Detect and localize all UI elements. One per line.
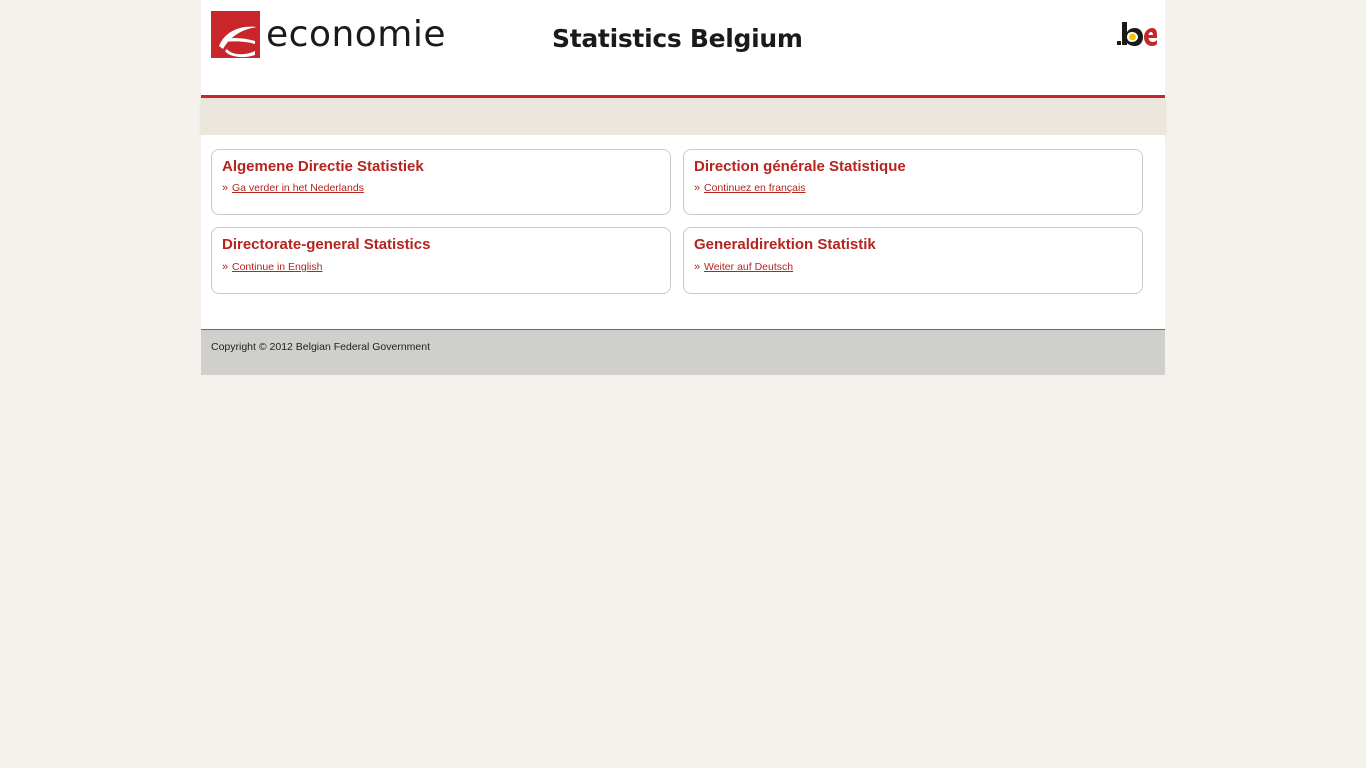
site-footer: Copyright © 2012 Belgian Federal Governm… <box>201 329 1165 375</box>
header-red-rule <box>201 95 1165 98</box>
card-title-english: Directorate-general Statistics <box>222 236 431 253</box>
chevron-right-icon: » <box>694 261 701 273</box>
card-title-dutch: Algemene Directie Statistiek <box>222 158 424 175</box>
site-header: economie Statistics Belgium <box>201 0 1165 95</box>
link-dutch[interactable]: Ga verder in het Nederlands <box>232 182 364 194</box>
card-dutch: Algemene Directie Statistiek » Ga verder … <box>211 149 671 215</box>
copyright-text: Copyright © 2012 Belgian Federal Governm… <box>211 341 431 353</box>
card-german: Generaldirektion Statistik » Weiter auf D… <box>683 227 1143 294</box>
card-title-german: Generaldirektion Statistik <box>694 236 876 253</box>
page-container: economie Statistics Belgium Algemene Dir… <box>201 0 1165 375</box>
chevron-right-icon: » <box>222 261 229 273</box>
chevron-right-icon: » <box>222 182 229 194</box>
language-selection: Algemene Directie Statistiek » Ga verder … <box>201 135 1165 329</box>
economie-logo-text: economie <box>266 14 447 55</box>
belgium-be-logo-icon[interactable] <box>1117 18 1157 52</box>
navigation-band <box>201 98 1165 135</box>
statistics-belgium-logo: Statistics Belgium <box>552 24 803 53</box>
card-title-french: Direction générale Statistique <box>694 158 906 175</box>
chevron-right-icon: » <box>694 182 701 194</box>
economie-logo-link[interactable]: economie <box>211 11 446 58</box>
card-english: Directorate-general Statistics » Continue… <box>211 227 671 294</box>
link-german[interactable]: Weiter auf Deutsch <box>704 261 794 273</box>
link-english[interactable]: Continue in English <box>232 261 323 273</box>
economie-logo-icon <box>211 11 260 58</box>
link-french[interactable]: Continuez en français <box>704 182 806 194</box>
card-french: Direction générale Statistique » Continue… <box>683 149 1143 215</box>
